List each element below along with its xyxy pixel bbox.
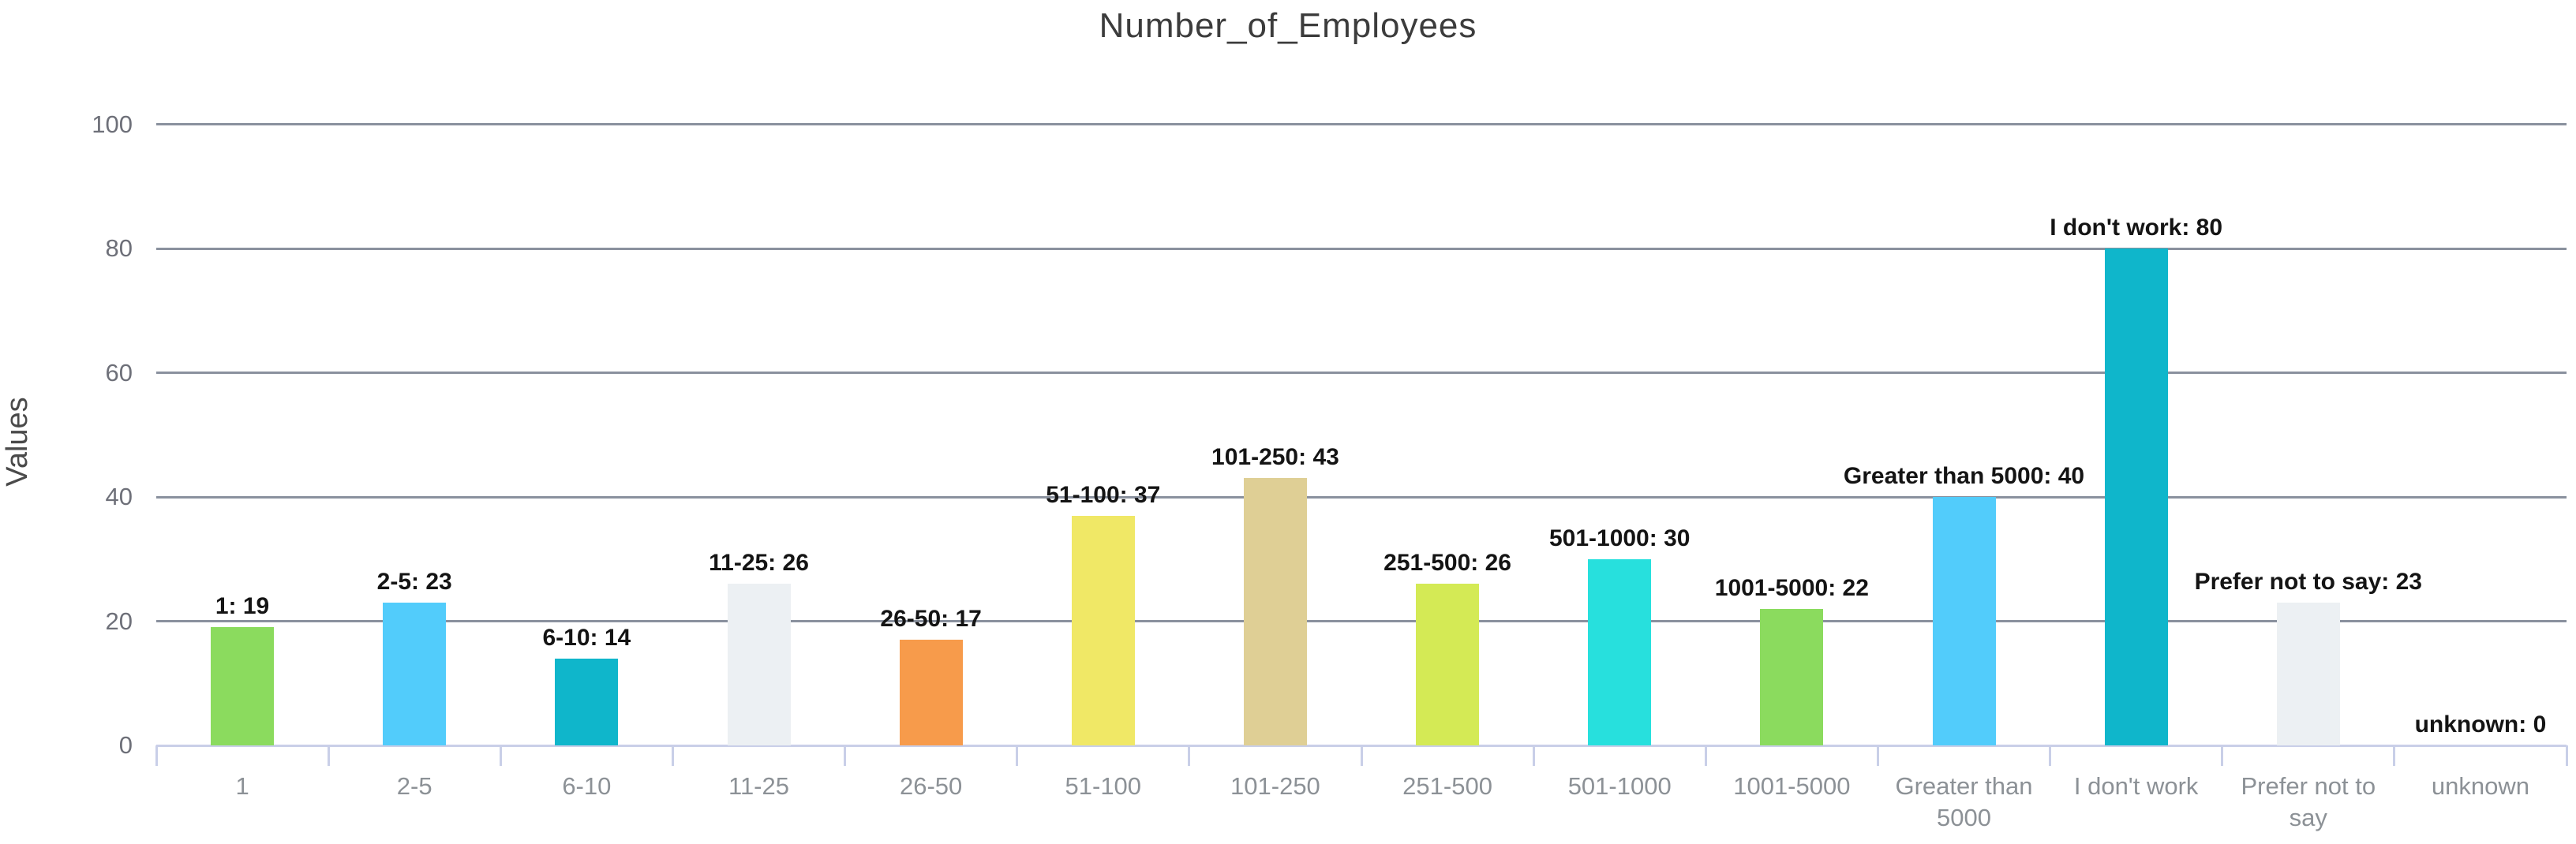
gridline xyxy=(156,123,2567,125)
axis-tick xyxy=(155,745,158,766)
bar[interactable] xyxy=(555,658,619,745)
bar-value-label: Prefer not to say: 23 xyxy=(2194,568,2422,595)
axis-tick xyxy=(499,745,502,766)
axis-tick xyxy=(2565,745,2568,766)
bar[interactable] xyxy=(1932,497,1996,745)
x-tick-label: Prefer not to say xyxy=(2241,772,2376,831)
bar[interactable] xyxy=(211,627,275,745)
axis-tick xyxy=(327,745,330,766)
x-tick-label: 51-100 xyxy=(1065,772,1142,800)
bar[interactable] xyxy=(383,602,447,745)
x-tick-label: unknown xyxy=(2431,772,2529,800)
bar-value-label: 51-100: 37 xyxy=(1046,481,1161,508)
x-tick-label: 251-500 xyxy=(1402,772,1492,800)
axis-tick xyxy=(1532,745,1535,766)
bar-value-label: I don't work: 80 xyxy=(2050,215,2223,241)
x-tick-label: I don't work xyxy=(2073,772,2199,800)
gridline xyxy=(156,495,2567,499)
axis-tick xyxy=(1188,745,1191,766)
bar[interactable] xyxy=(1243,478,1307,745)
axis-tick xyxy=(844,745,847,766)
bar-value-label: 1: 19 xyxy=(215,593,270,620)
bar-value-label: 1001-5000: 22 xyxy=(1714,574,1869,601)
axis-tick xyxy=(1016,745,1019,766)
axis-tick xyxy=(1704,745,1707,766)
chart-title: Number_of_Employees xyxy=(1099,6,1477,45)
bar-value-label: 6-10: 14 xyxy=(542,624,631,651)
y-tick-label: 20 xyxy=(105,607,133,635)
x-tick-label: 1001-5000 xyxy=(1733,772,1851,800)
bar[interactable] xyxy=(1588,558,1652,745)
axis-tick xyxy=(671,745,674,766)
y-tick-label: 60 xyxy=(105,358,133,387)
axis-tick xyxy=(2049,745,2052,766)
x-tick-label: 6-10 xyxy=(562,772,612,800)
axis-tick xyxy=(1360,745,1363,766)
bar[interactable] xyxy=(899,640,963,745)
bar-value-label: Greater than 5000: 40 xyxy=(1843,463,2085,489)
y-tick-label: 80 xyxy=(105,234,133,262)
y-tick-label: 40 xyxy=(105,483,133,510)
axis-tick xyxy=(2393,745,2396,766)
bar[interactable] xyxy=(1760,608,1824,745)
x-tick-label: 1 xyxy=(235,772,249,800)
bar-value-label: 101-250: 43 xyxy=(1211,444,1339,471)
x-tick-label: 101-250 xyxy=(1230,772,1320,800)
x-tick-label: 26-50 xyxy=(899,772,963,800)
x-tick-label: Greater than 5000 xyxy=(1895,772,2033,831)
x-tick-label: 501-1000 xyxy=(1567,772,1672,800)
axis-tick xyxy=(2221,745,2224,766)
bar[interactable] xyxy=(2104,248,2168,745)
y-tick-label: 100 xyxy=(92,110,133,138)
gridline xyxy=(156,620,2567,622)
bar-value-label: 2-5: 23 xyxy=(376,568,452,595)
y-tick-label: 0 xyxy=(118,731,133,759)
bar[interactable] xyxy=(2276,602,2340,745)
bar-value-label: 501-1000: 30 xyxy=(1548,525,1690,551)
axis-tick xyxy=(1876,745,1879,766)
bar[interactable] xyxy=(1416,584,1480,745)
bar-value-label: 26-50: 17 xyxy=(880,606,982,633)
bar[interactable] xyxy=(1071,515,1135,745)
gridline xyxy=(156,372,2567,374)
bar[interactable] xyxy=(727,584,791,745)
x-tick-label: 2-5 xyxy=(396,772,432,800)
bar-value-label: 251-500: 26 xyxy=(1383,550,1511,577)
bar-value-label: unknown: 0 xyxy=(2414,711,2547,738)
bar-value-label: 11-25: 26 xyxy=(709,550,809,577)
gridline xyxy=(156,247,2567,250)
x-tick-label: 11-25 xyxy=(728,772,789,800)
y-axis-title: Values xyxy=(1,397,34,487)
